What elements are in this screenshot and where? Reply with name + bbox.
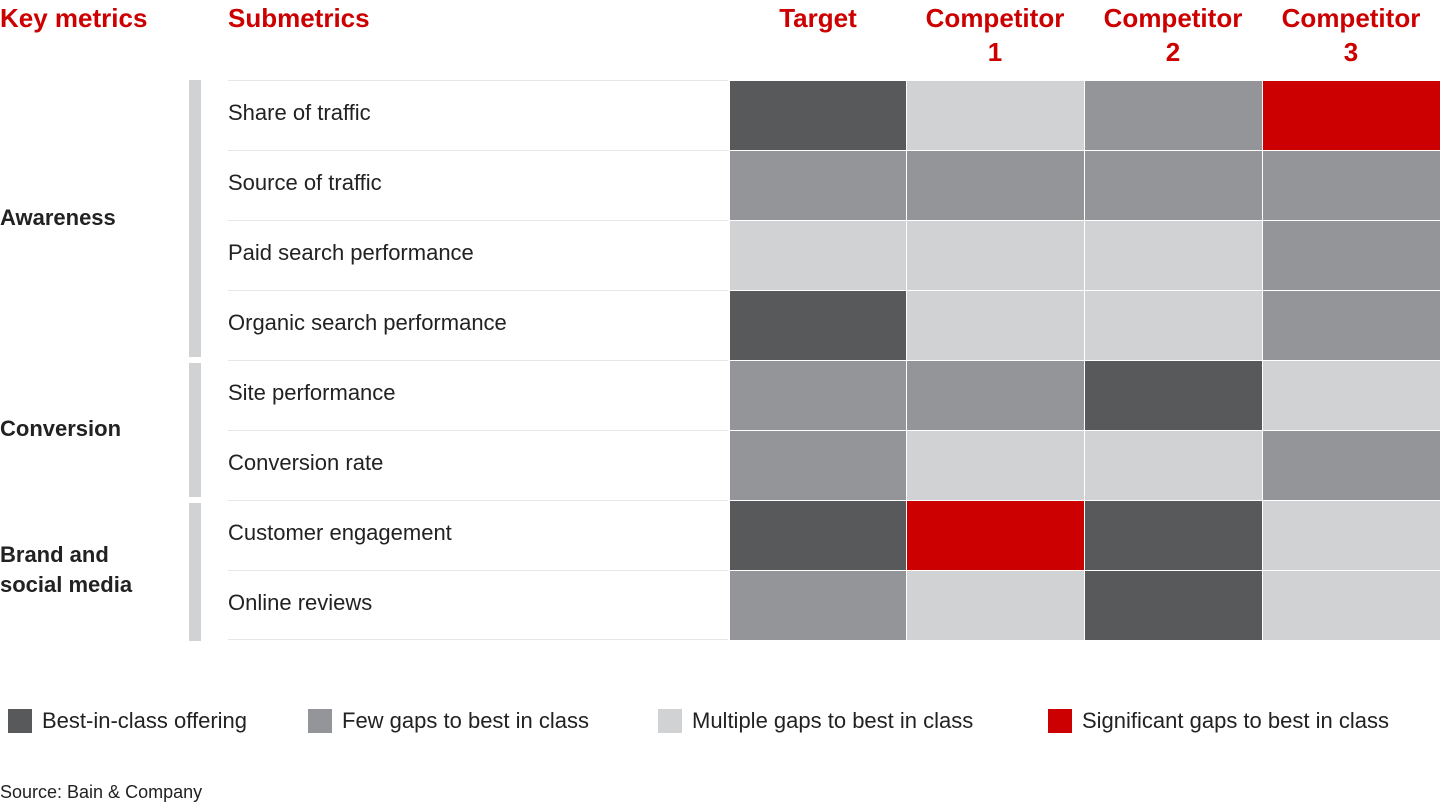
legend-label: Multiple gaps to best in class [692,708,974,733]
submetric-label: Source of traffic [228,150,728,220]
heatmap-cell [1084,360,1263,431]
legend-label: Significant gaps to best in class [1082,708,1389,733]
heatmap-cell [1262,290,1440,361]
column-header: Competitor 2 [1084,1,1262,69]
heatmap-cell [906,570,1085,641]
heatmap-cell [906,220,1085,291]
legend-swatch [658,709,682,733]
column-header-line: Competitor [1103,3,1243,33]
legend-item: Significant gaps to best in class [1048,708,1389,734]
heatmap-cell [1084,500,1263,571]
heatmap-cell [1262,430,1440,501]
legend-swatch [308,709,332,733]
legend-item: Multiple gaps to best in class [658,708,973,734]
submetric-label: Paid search performance [228,220,728,290]
group-bar [189,80,201,357]
heatmap-cell [1262,570,1440,641]
heatmap-cell [1262,150,1440,221]
heatmap-cell [906,500,1085,571]
submetrics-header: Submetrics [228,3,370,33]
column-header-line: Competitor [1281,3,1421,33]
column-header-line: 3 [1343,37,1359,67]
heatmap-cell [906,290,1085,361]
key-metric-label: Awareness [0,204,116,230]
heatmap-cell [1084,150,1263,221]
legend-item: Best-in-class offering [8,708,247,734]
column-header-line [729,35,907,69]
group-bar [189,363,201,497]
heatmap-cell [906,430,1085,501]
legend-item: Few gaps to best in class [308,708,589,734]
heatmap-cell [729,360,907,431]
heatmap-cell [1084,290,1263,361]
heatmap-cell [729,220,907,291]
submetric-label: Online reviews [228,570,728,640]
legend-swatch [1048,709,1072,733]
heatmap-cell [1084,80,1263,151]
heatmap-cell [729,80,907,151]
heatmap-cell [1084,430,1263,501]
column-header-line: 2 [1165,37,1181,67]
submetric-label: Organic search performance [228,290,728,360]
heatmap-cell [906,80,1085,151]
key-metrics-header: Key metrics [0,3,148,33]
column-header-line: 1 [987,37,1003,67]
heatmap-cell [729,290,907,361]
heatmap-cell [906,150,1085,221]
column-header: Competitor 1 [906,1,1084,69]
heatmap-cell [1084,570,1263,641]
heatmap-cell [1262,360,1440,431]
legend-swatch [8,709,32,733]
heatmap-cell [729,150,907,221]
legend-label: Best-in-class offering [42,708,248,733]
heatmap-cell [1084,220,1263,291]
key-metric-label: Brand and social media [0,542,133,597]
heatmap-cell [729,570,907,641]
heatmap-cell [906,360,1085,431]
source-note: Source: Bain & Company [0,782,203,802]
column-header: Target [729,1,907,69]
submetric-label: Share of traffic [228,80,728,150]
heatmap-cell [1262,500,1440,571]
heatmap-cell [729,500,907,571]
column-header-line: Target [779,3,857,33]
submetric-label: Customer engagement [228,500,728,570]
heatmap-cell [1262,80,1440,151]
group-bar [189,503,201,641]
heatmap-cell [1262,220,1440,291]
submetric-label: Site performance [228,360,728,430]
heatmap-cell [729,430,907,501]
submetric-label: Conversion rate [228,430,728,500]
column-header: Competitor 3 [1262,1,1440,69]
column-header-line: Competitor [925,3,1065,33]
key-metric-label: Conversion [0,416,122,441]
legend-label: Few gaps to best in class [342,708,590,733]
